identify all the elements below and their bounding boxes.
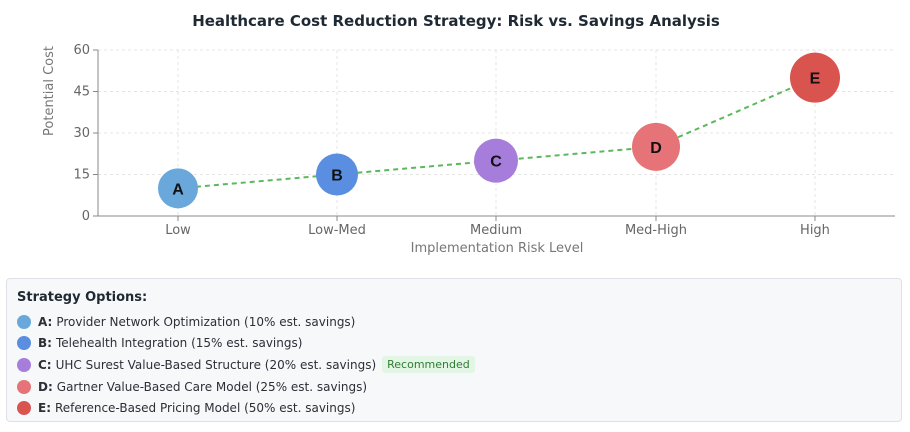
data-point-label: A (172, 181, 184, 198)
data-point-d[interactable] (632, 122, 680, 171)
x-tick-label: High (800, 223, 830, 238)
legend-text: Telehealth Integration (15% est. savings… (55, 336, 303, 351)
legend-item: D: Gartner Value-Based Care Model (25% es… (17, 376, 891, 398)
x-tick-label: Medium (470, 223, 522, 238)
legend-key: B: (38, 336, 52, 351)
legend-dot-icon (17, 336, 31, 351)
legend-key: D: (38, 379, 53, 394)
legend-key: C: (38, 357, 52, 372)
legend-item: A: Provider Network Optimization (10% est… (17, 311, 891, 333)
chart-title: Healthcare Cost Reduction Strategy: Risk… (192, 12, 720, 30)
legend-dot-icon (17, 379, 31, 394)
data-point-label: D (650, 140, 662, 157)
risk-savings-chart: Healthcare Cost Reduction Strategy: Risk… (42, 12, 895, 256)
x-tick-label: Low (165, 223, 191, 238)
y-tick-label: 0 (82, 209, 90, 224)
data-point-label: E (810, 71, 821, 88)
data-point-c[interactable] (474, 138, 518, 183)
x-axis-title: Implementation Risk Level (411, 241, 584, 256)
legend-heading: Strategy Options: (17, 290, 148, 305)
legend-dot-icon (17, 401, 31, 416)
y-tick-label: 15 (73, 168, 90, 183)
legend-text: UHC Surest Value-Based Structure (20% es… (55, 357, 377, 372)
legend-text: Gartner Value-Based Care Model (25% est.… (56, 379, 368, 394)
legend-key: A: (38, 314, 53, 329)
legend-item: E: Reference-Based Pricing Model (50% est… (17, 397, 891, 419)
data-point-label: B (331, 168, 343, 185)
legend-key: E: (38, 401, 51, 416)
y-axis-title: Potential Cost (42, 46, 57, 136)
legend-list: A: Provider Network Optimization (10% est… (17, 311, 891, 419)
legend-dot-icon (17, 314, 31, 329)
data-point-label: C (490, 154, 502, 171)
legend-item: B: Telehealth Integration (15% est. savin… (17, 333, 891, 355)
data-point-b[interactable] (316, 153, 358, 196)
x-tick-label: Low-Med (308, 223, 366, 238)
y-tick-label: 45 (73, 85, 90, 100)
legend-text: Reference-Based Pricing Model (50% est. … (55, 401, 356, 416)
legend-item: C: UHC Surest Value-Based Structure (20% … (17, 354, 891, 376)
y-tick-label: 60 (73, 43, 90, 58)
recommended-badge: Recommended (382, 356, 475, 374)
x-tick-label: Med-High (625, 223, 687, 238)
data-point-e[interactable] (790, 52, 840, 103)
legend-text: Provider Network Optimization (10% est. … (56, 314, 356, 329)
y-tick-label: 30 (73, 126, 90, 141)
data-point-a[interactable] (158, 168, 198, 209)
strategy-legend: Strategy Options: A: Provider Network Opt… (6, 278, 902, 422)
legend-dot-icon (17, 357, 31, 372)
